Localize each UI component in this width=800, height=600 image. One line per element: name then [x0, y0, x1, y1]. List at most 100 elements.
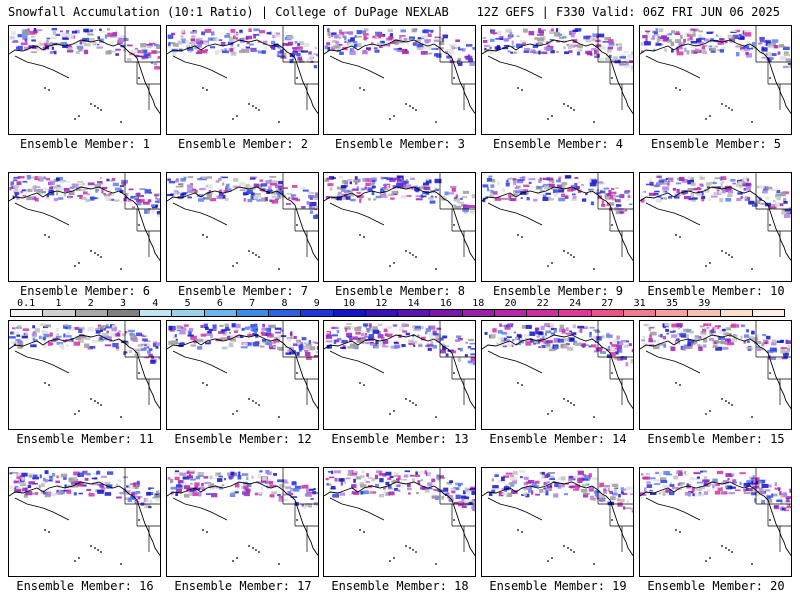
ensemble-member-label: Ensemble Member: 12	[174, 432, 312, 446]
colorbar-swatch	[752, 310, 784, 316]
colorbar-tick-label: 20	[504, 298, 517, 309]
ensemble-map-panel	[481, 467, 634, 577]
colorbar-tick-label: 31	[633, 298, 646, 309]
ensemble-map-panel	[166, 320, 319, 430]
map-title: Snowfall Accumulation (10:1 Ratio) | Col…	[8, 5, 449, 19]
colorbar-swatch	[559, 310, 592, 316]
ensemble-member-label: Ensemble Member: 14	[489, 432, 627, 446]
colorbar-tick-label: 12	[375, 298, 388, 309]
ensemble-map	[167, 321, 318, 418]
ensemble-member-label: Ensemble Member: 15	[647, 432, 785, 446]
colorbar-swatch	[688, 310, 721, 316]
colorbar-swatch	[140, 310, 173, 316]
colorbar-tick-label: 39	[698, 298, 711, 309]
colorbar-swatch	[365, 310, 398, 316]
colorbar-swatches	[10, 309, 785, 317]
ensemble-map	[324, 321, 475, 418]
colorbar-swatch	[11, 310, 44, 316]
ensemble-map	[640, 26, 791, 123]
ensemble-member-label: Ensemble Member: 1	[19, 137, 151, 151]
colorbar-swatch	[43, 310, 76, 316]
colorbar-tick-label: 14	[407, 298, 420, 309]
ensemble-map-panel	[8, 320, 161, 430]
ensemble-member-label: Ensemble Member: 2	[177, 137, 309, 151]
colorbar-tick-label: 9	[313, 298, 320, 309]
colorbar-tick-label: 1	[55, 298, 62, 309]
colorbar-tick-label: 2	[87, 298, 94, 309]
ensemble-map-panel	[481, 172, 634, 282]
colorbar-swatch	[107, 310, 140, 316]
ensemble-member-label: Ensemble Member: 11	[16, 432, 154, 446]
ensemble-map-panel	[639, 467, 792, 577]
ensemble-member-label: Ensemble Member: 10	[647, 284, 785, 298]
colorbar-swatch	[236, 310, 269, 316]
ensemble-member-label: Ensemble Member: 20	[647, 579, 785, 593]
ensemble-member-label: Ensemble Member: 13	[331, 432, 469, 446]
ensemble-member-label: Ensemble Member: 18	[331, 579, 469, 593]
ensemble-map-panel	[166, 467, 319, 577]
ensemble-map	[640, 468, 791, 565]
ensemble-map	[482, 321, 633, 418]
colorbar-swatch	[462, 310, 495, 316]
colorbar-swatch	[333, 310, 366, 316]
ensemble-map-panel	[639, 25, 792, 135]
colorbar-swatch	[656, 310, 689, 316]
ensemble-map	[167, 468, 318, 565]
colorbar-swatch	[430, 310, 463, 316]
ensemble-member-label: Ensemble Member: 16	[16, 579, 154, 593]
colorbar-swatch	[527, 310, 560, 316]
ensemble-map-panel	[8, 25, 161, 135]
ensemble-map	[482, 173, 633, 270]
colorbar-tick-label: 4	[152, 298, 159, 309]
header: Snowfall Accumulation (10:1 Ratio) | Col…	[0, 0, 800, 22]
ensemble-map-panel	[323, 467, 476, 577]
ensemble-member-label: Ensemble Member: 6	[19, 284, 151, 298]
colorbar-tick-label: 27	[601, 298, 614, 309]
colorbar-swatch	[623, 310, 656, 316]
colorbar-swatch	[269, 310, 302, 316]
ensemble-map	[167, 26, 318, 123]
ensemble-map-panel	[8, 172, 161, 282]
colorbar-tick-label: 24	[569, 298, 582, 309]
ensemble-member-label: Ensemble Member: 9	[492, 284, 624, 298]
ensemble-map	[324, 468, 475, 565]
colorbar-swatch	[301, 310, 334, 316]
ensemble-map-panel	[166, 25, 319, 135]
ensemble-map-panel	[8, 467, 161, 577]
colorbar-swatch	[75, 310, 108, 316]
ensemble-map	[482, 26, 633, 123]
ensemble-map-panel	[166, 172, 319, 282]
ensemble-map-panel	[323, 25, 476, 135]
colorbar-swatch	[720, 310, 753, 316]
ensemble-map	[640, 173, 791, 270]
ensemble-map	[324, 173, 475, 270]
colorbar-swatch	[591, 310, 624, 316]
colorbar-swatch	[172, 310, 205, 316]
ensemble-map	[9, 26, 160, 123]
ensemble-map	[9, 468, 160, 565]
colorbar-tick-label: 8	[281, 298, 288, 309]
colorbar-tick-label: 35	[665, 298, 678, 309]
colorbar-tick-label: 3	[120, 298, 127, 309]
colorbar-tick-label: 5	[184, 298, 191, 309]
model-run-info: 12Z GEFS | F330 Valid: 06Z FRI JUN 06 20…	[476, 5, 780, 19]
ensemble-member-label: Ensemble Member: 8	[334, 284, 466, 298]
colorbar-tick-label: 16	[439, 298, 452, 309]
ensemble-map-panel	[323, 172, 476, 282]
colorbar-swatch	[494, 310, 527, 316]
ensemble-member-label: Ensemble Member: 5	[650, 137, 782, 151]
ensemble-map	[9, 321, 160, 418]
ensemble-map	[482, 468, 633, 565]
colorbar-tick-label: 18	[472, 298, 485, 309]
ensemble-map	[167, 173, 318, 270]
colorbar-swatch	[398, 310, 431, 316]
colorbar-tick-label: 10	[343, 298, 356, 309]
ensemble-map	[9, 173, 160, 270]
ensemble-map-panel	[481, 320, 634, 430]
colorbar-swatch	[204, 310, 237, 316]
colorbar-tick-label: 0.1	[17, 298, 36, 309]
ensemble-map-panel	[639, 320, 792, 430]
ensemble-map-panel	[323, 320, 476, 430]
snowfall-colorbar: 0.1 1 2 3 4 5 6 7 8 9 10 12 14 16 18 20 22 24 27 31 35 39	[10, 298, 785, 320]
ensemble-member-label: Ensemble Member: 3	[334, 137, 466, 151]
